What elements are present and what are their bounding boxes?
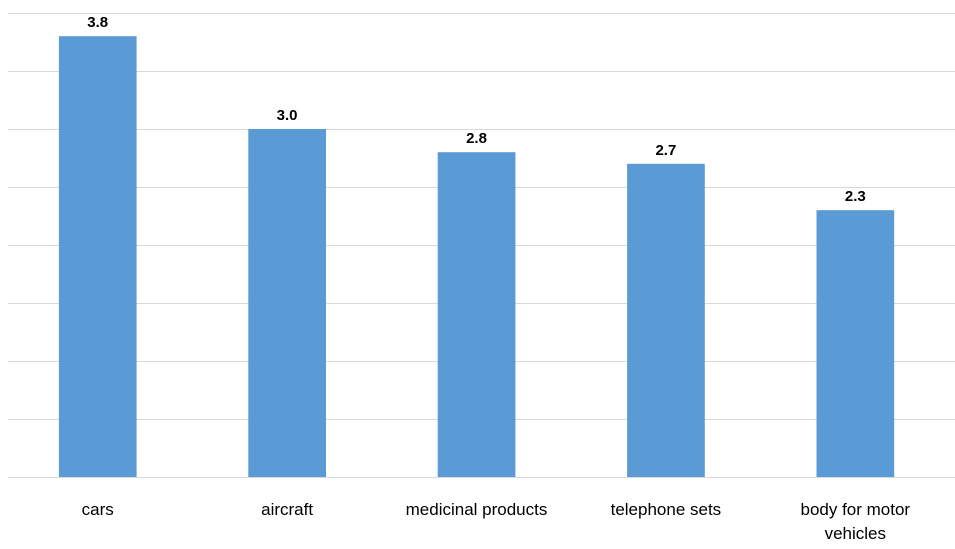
category-label: aircraft [261,500,313,519]
bar-medicinal-products [437,152,516,477]
category-label: medicinal products [406,500,548,519]
data-label: 2.8 [466,130,487,147]
bar-aircraft [248,129,326,477]
category-labels: cars aircraft medicinal products telephone … [82,500,911,543]
data-label: 3.8 [87,14,108,31]
data-labels: 3.8 3.0 2.8 2.7 2.3 [87,14,865,205]
category-label-line: medicinal products [406,500,548,519]
category-label: body for motor vehicles [800,500,910,543]
data-label: 2.3 [845,188,866,205]
bar-telephone-sets [627,163,705,478]
category-label-line: cars [82,500,114,519]
category-label-line: body for motor [800,500,910,519]
category-label-line: vehicles [825,524,886,543]
data-label: 3.0 [277,107,298,124]
category-label-line: telephone sets [611,500,722,519]
category-label-line: aircraft [261,500,313,519]
bar-body-for-motor-vehicles [816,210,895,477]
category-label: telephone sets [611,500,722,519]
data-label: 2.7 [655,142,676,159]
category-label: cars [82,500,114,519]
bar-cars [58,36,137,477]
bars [58,36,895,478]
